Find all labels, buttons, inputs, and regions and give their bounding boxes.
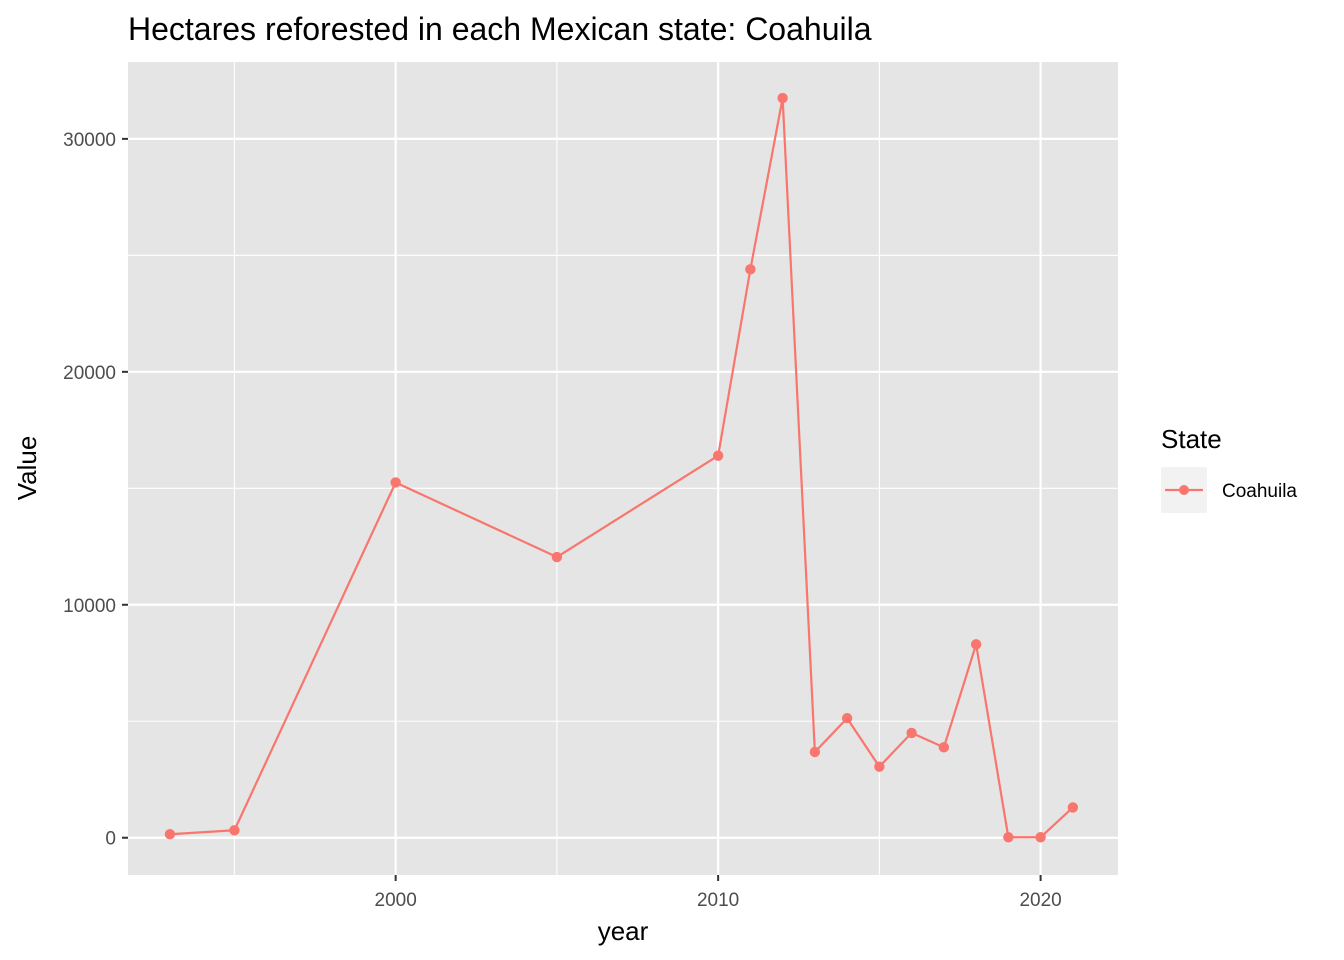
series-line bbox=[169, 97, 1074, 839]
y-axis-title: Value bbox=[12, 436, 42, 501]
data-point bbox=[970, 639, 982, 650]
minor-gridlines bbox=[128, 62, 1118, 875]
data-point bbox=[551, 551, 563, 563]
y-tick-label: 10000 bbox=[63, 596, 116, 617]
legend-key-marker bbox=[1179, 485, 1189, 495]
data-point bbox=[164, 829, 176, 840]
legend: State Coahuila bbox=[1161, 424, 1297, 513]
chart-title: Hectares reforested in each Mexican stat… bbox=[128, 11, 872, 47]
data-point bbox=[1067, 802, 1079, 813]
data-point bbox=[777, 92, 788, 104]
x-tick-label: 2000 bbox=[375, 890, 417, 911]
data-point bbox=[906, 727, 917, 739]
data-point bbox=[874, 761, 885, 772]
plot-panel bbox=[128, 62, 1118, 875]
data-point bbox=[229, 825, 240, 836]
legend-label-coahuila: Coahuila bbox=[1222, 481, 1297, 502]
x-tick-label: 2010 bbox=[697, 890, 739, 911]
y-tick-label: 0 bbox=[105, 829, 116, 850]
x-axis-title: year bbox=[598, 916, 649, 946]
y-tick-label: 20000 bbox=[63, 363, 116, 384]
y-axis: 0 10000 20000 30000 bbox=[63, 130, 128, 850]
data-point bbox=[841, 713, 853, 724]
data-point bbox=[1003, 832, 1014, 843]
y-tick-label: 30000 bbox=[63, 130, 116, 151]
data-point bbox=[809, 746, 821, 758]
series-layer bbox=[164, 92, 1079, 843]
data-point bbox=[390, 477, 401, 488]
data-point bbox=[745, 264, 756, 275]
legend-title: State bbox=[1161, 424, 1222, 454]
data-point bbox=[712, 450, 724, 461]
x-axis: 2000 2010 2020 bbox=[375, 875, 1062, 911]
data-point bbox=[1035, 832, 1046, 843]
data-point bbox=[938, 742, 950, 753]
major-gridlines bbox=[128, 62, 1118, 875]
x-tick-label: 2020 bbox=[1019, 890, 1061, 911]
